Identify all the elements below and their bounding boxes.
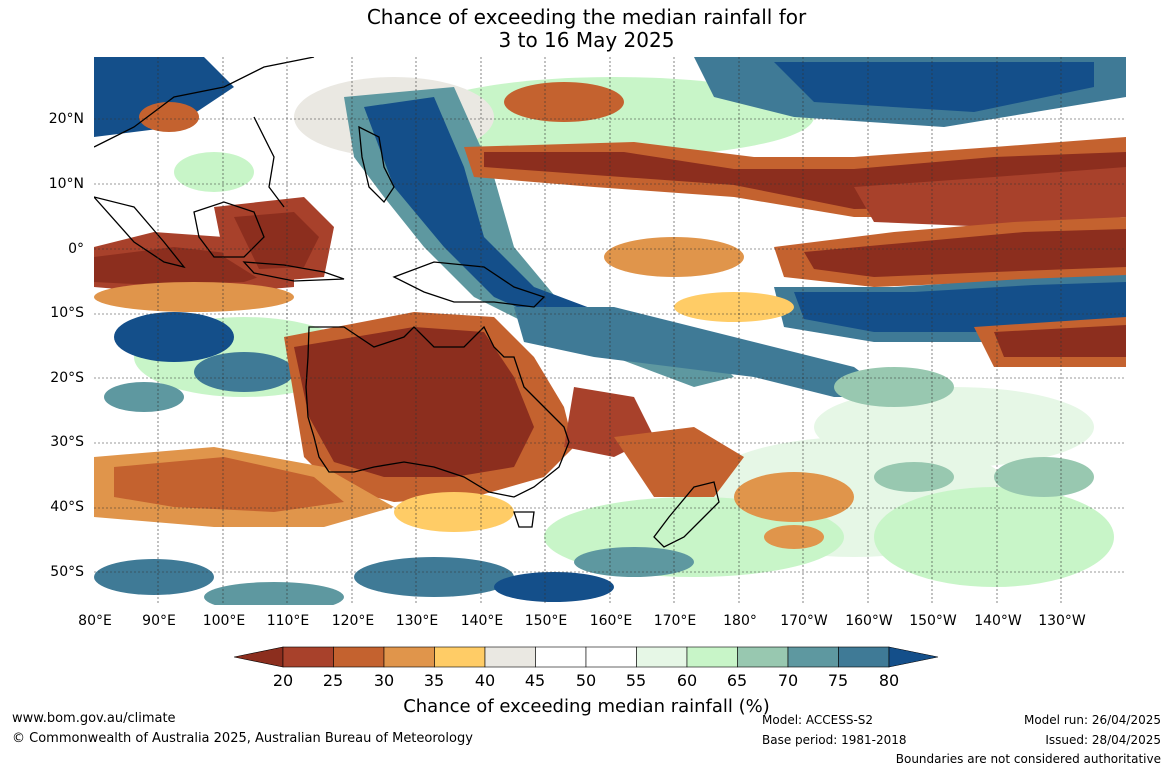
- legend-swatch: [282, 646, 334, 668]
- footer-url: www.bom.gov.au/climate: [12, 711, 176, 726]
- legend-swatch: [383, 646, 435, 668]
- legend-swatch: [535, 646, 587, 668]
- footer-model-run: Model run: 26/04/2025: [1023, 713, 1161, 727]
- footer-disclaimer: Boundaries are not considered authoritat…: [895, 752, 1161, 766]
- new-guinea-coastline: [392, 261, 546, 308]
- lat-label-30s: 30°S: [50, 434, 84, 450]
- rainfall-probability-map: [94, 57, 1126, 605]
- asia-coastline: [94, 57, 315, 208]
- footer-issued: Issued: 28/04/2025: [1045, 733, 1161, 747]
- legend-tick-55: 55: [625, 671, 647, 690]
- lon-label-150e: 150°E: [524, 613, 568, 629]
- legend-tick-20: 20: [272, 671, 294, 690]
- lat-label-10n: 10°N: [48, 176, 84, 192]
- legend-tick-60: 60: [676, 671, 698, 690]
- legend-swatch: [333, 646, 385, 668]
- legend-tick-50: 50: [575, 671, 597, 690]
- lon-label-170w: 170°W: [780, 613, 828, 629]
- lon-label-100e: 100°E: [202, 613, 246, 629]
- footer-base-period: Base period: 1981-2018: [762, 733, 907, 747]
- legend-swatch: [484, 646, 536, 668]
- legend-swatch: [787, 646, 839, 668]
- coastlines: [94, 57, 720, 548]
- legend-swatch: [737, 646, 789, 668]
- footer-copyright: © Commonwealth of Australia 2025, Austra…: [12, 731, 473, 746]
- footer-model: Model: ACCESS-S2: [762, 713, 874, 727]
- legend-swatch: [636, 646, 688, 668]
- probability-field: [94, 57, 1126, 605]
- legend-colorbar: [234, 646, 939, 668]
- legend-tick-45: 45: [524, 671, 546, 690]
- lon-label-170e: 170°E: [653, 613, 697, 629]
- legend-tick-75: 75: [827, 671, 849, 690]
- legend-tick-80: 80: [878, 671, 900, 690]
- borneo-coastline: [193, 201, 265, 258]
- legend-tick-70: 70: [777, 671, 799, 690]
- lat-label-40s: 40°S: [50, 499, 84, 515]
- legend-swatch: [686, 646, 738, 668]
- legend-swatch: [434, 646, 486, 668]
- sumatra-coastline: [94, 196, 186, 269]
- tasmania-coastline: [513, 511, 535, 528]
- lon-label-150w: 150°W: [909, 613, 957, 629]
- lat-label-50s: 50°S: [50, 564, 84, 580]
- lon-label-80e: 80°E: [78, 613, 112, 629]
- legend-tick-40: 40: [474, 671, 496, 690]
- lat-label-10s: 10°S: [50, 305, 84, 321]
- legend-swatch-above-80: [888, 646, 939, 668]
- map-title-line-2: 3 to 16 May 2025: [498, 28, 675, 52]
- lon-label-110e: 110°E: [266, 613, 310, 629]
- lon-label-140w: 140°W: [974, 613, 1022, 629]
- legend-swatch: [585, 646, 637, 668]
- legend-swatch-below-20: [234, 646, 284, 668]
- map-title-line-1: Chance of exceeding the median rainfall …: [366, 5, 807, 29]
- lat-label-20s: 20°S: [50, 370, 84, 386]
- legend-tick-30: 30: [373, 671, 395, 690]
- legend-tick-35: 35: [423, 671, 445, 690]
- lat-label-0: 0°: [68, 241, 84, 257]
- legend-swatch: [838, 646, 890, 668]
- graticule: [94, 57, 1126, 605]
- lat-label-20n: 20°N: [48, 111, 84, 127]
- philippines-coastline: [358, 125, 395, 204]
- legend-tick-25: 25: [322, 671, 344, 690]
- new-zealand-coastline: [653, 481, 720, 548]
- legend-tick-65: 65: [726, 671, 748, 690]
- lon-label-160e: 160°E: [589, 613, 633, 629]
- lon-label-130w: 130°W: [1038, 613, 1086, 629]
- legend-title: Chance of exceeding median rainfall (%): [403, 696, 770, 717]
- java-coastline: [242, 261, 345, 282]
- lon-label-130e: 130°E: [395, 613, 439, 629]
- lon-label-90e: 90°E: [142, 613, 176, 629]
- lon-label-180: 180°: [723, 613, 757, 629]
- lon-label-140e: 140°E: [460, 613, 504, 629]
- australia-coastline: [305, 325, 570, 498]
- lon-label-160w: 160°W: [845, 613, 893, 629]
- lon-label-120e: 120°E: [331, 613, 375, 629]
